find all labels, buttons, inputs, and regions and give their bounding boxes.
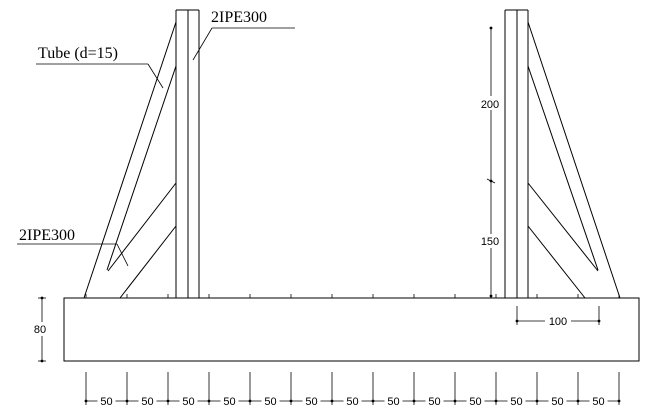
left-bracing bbox=[83, 21, 177, 299]
dimension-dot bbox=[330, 399, 334, 403]
ipe-top-leader: 2IPE300 bbox=[192, 9, 295, 61]
dimension-dot bbox=[289, 399, 293, 403]
dimension-label-bg bbox=[261, 394, 280, 407]
dimension-label-bg bbox=[466, 394, 485, 407]
foundation-top-ticks bbox=[85, 294, 620, 298]
foundation-block bbox=[63, 297, 640, 362]
ipe-top-label: 2IPE300 bbox=[211, 9, 267, 26]
dimension-label-50: 50 bbox=[264, 396, 276, 407]
dimension-label-50: 50 bbox=[100, 396, 112, 407]
dimension-label-bg bbox=[138, 394, 157, 407]
dimension-label-50: 50 bbox=[346, 396, 358, 407]
dimension-label-50: 50 bbox=[510, 396, 522, 407]
base-height-dimension: 80 bbox=[30, 296, 50, 363]
dim-150: 150 bbox=[481, 236, 499, 248]
dimension-label-50: 50 bbox=[551, 396, 563, 407]
dimension-label-50: 50 bbox=[182, 396, 194, 407]
dimension-label-50: 50 bbox=[305, 396, 317, 407]
dimension-dot bbox=[617, 399, 621, 403]
left-column bbox=[175, 9, 200, 298]
dimension-dot bbox=[125, 399, 129, 403]
dimension-label-50: 50 bbox=[592, 396, 604, 407]
dimension-dot bbox=[84, 399, 88, 403]
dimension-label-50: 50 bbox=[469, 396, 481, 407]
dimension-label-bg bbox=[179, 394, 198, 407]
tube-label: Tube (d=15) bbox=[38, 45, 118, 62]
dimension-dot bbox=[371, 399, 375, 403]
dimension-dot bbox=[535, 399, 539, 403]
dimension-dot bbox=[166, 399, 170, 403]
bottom-spacing-dimensions: 50 50 50 50 50 50 50 50 50 50 50 50 50 bbox=[84, 372, 621, 407]
dim-100: 100 bbox=[549, 316, 567, 328]
right-bracing bbox=[527, 21, 621, 299]
dimension-label-bg bbox=[343, 394, 362, 407]
dimension-label-50: 50 bbox=[141, 396, 153, 407]
vertical-dimension: 200 150 bbox=[479, 26, 501, 298]
dimension-dot bbox=[248, 399, 252, 403]
ipe-left-label: 2IPE300 bbox=[19, 227, 75, 244]
dimension-label-50: 50 bbox=[387, 396, 399, 407]
dimension-label-bg bbox=[548, 394, 567, 407]
horizontal-dimension: 100 bbox=[515, 306, 601, 328]
dimension-label-bg bbox=[589, 394, 608, 407]
dimension-label-bg bbox=[302, 394, 321, 407]
dimension-dot bbox=[412, 399, 416, 403]
ipe-left-leader: 2IPE300 bbox=[17, 227, 129, 267]
dimension-dot bbox=[207, 399, 211, 403]
dimension-label-50: 50 bbox=[223, 396, 235, 407]
dim-80: 80 bbox=[34, 324, 46, 336]
dimension-label-bg bbox=[384, 394, 403, 407]
dimension-label-50: 50 bbox=[428, 396, 440, 407]
dimension-dot bbox=[576, 399, 580, 403]
dimension-label-bg bbox=[97, 394, 116, 407]
tube-leader: Tube (d=15) bbox=[36, 45, 164, 89]
dimension-dot bbox=[494, 399, 498, 403]
dimension-dot bbox=[453, 399, 457, 403]
right-column bbox=[504, 9, 529, 298]
dimension-label-bg bbox=[425, 394, 444, 407]
dimension-label-bg bbox=[507, 394, 526, 407]
dimension-label-bg bbox=[220, 394, 239, 407]
dim-200: 200 bbox=[481, 99, 499, 111]
